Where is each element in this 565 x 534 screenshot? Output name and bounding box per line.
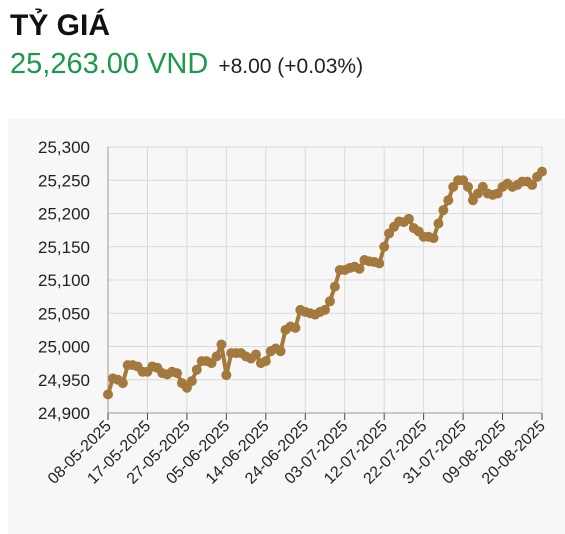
data-point <box>463 181 474 192</box>
y-tick-label: 25,050 <box>38 304 90 323</box>
y-tick-label: 24,950 <box>38 371 90 390</box>
series-group <box>103 166 547 400</box>
data-point <box>117 378 128 389</box>
page-title: TỶ GIÁ <box>10 9 111 42</box>
chart-grid <box>107 146 543 420</box>
data-point <box>329 281 340 292</box>
data-point <box>537 166 547 177</box>
data-point <box>172 368 183 379</box>
series-line <box>106 170 544 395</box>
data-point <box>290 322 301 333</box>
data-point <box>211 351 222 362</box>
y-tick-label: 25,000 <box>38 338 90 357</box>
y-tick-label: 25,200 <box>38 205 90 224</box>
data-point <box>443 195 454 206</box>
y-axis-ticks: 24,900 24,950 25,000 25,050 25,100 25,150 25,2… <box>38 138 90 423</box>
data-point <box>250 349 261 360</box>
data-point <box>186 376 197 387</box>
data-point <box>216 339 227 350</box>
data-point <box>374 258 385 269</box>
x-axis-ticks: 08-05-202517-05-202527-05-202505-06-2025… <box>45 418 549 488</box>
y-tick-label: 25,150 <box>38 238 90 257</box>
y-tick-label: 25,300 <box>38 138 90 157</box>
y-tick-label: 25,250 <box>38 171 90 190</box>
header: TỶ GIÁ 25,263.00 VND +8.00 (+0.03%) <box>10 8 363 81</box>
price-row: 25,263.00 VND +8.00 (+0.03%) <box>10 48 363 81</box>
y-tick-label: 24,900 <box>38 404 90 423</box>
y-tick-label: 25,100 <box>38 271 90 290</box>
data-point <box>103 389 113 400</box>
data-point <box>428 233 439 244</box>
data-point <box>527 179 538 190</box>
data-point <box>433 218 444 229</box>
data-point <box>320 304 330 315</box>
data-point <box>379 241 390 252</box>
data-point <box>438 205 449 216</box>
data-point <box>403 213 414 224</box>
data-point <box>260 356 271 367</box>
data-point <box>275 346 286 357</box>
current-price: 25,263.00 VND <box>10 48 209 80</box>
price-change: +8.00 (+0.03%) <box>218 55 364 78</box>
data-point <box>354 263 365 274</box>
data-point <box>324 296 335 307</box>
data-point <box>191 364 202 375</box>
data-point <box>221 370 232 381</box>
